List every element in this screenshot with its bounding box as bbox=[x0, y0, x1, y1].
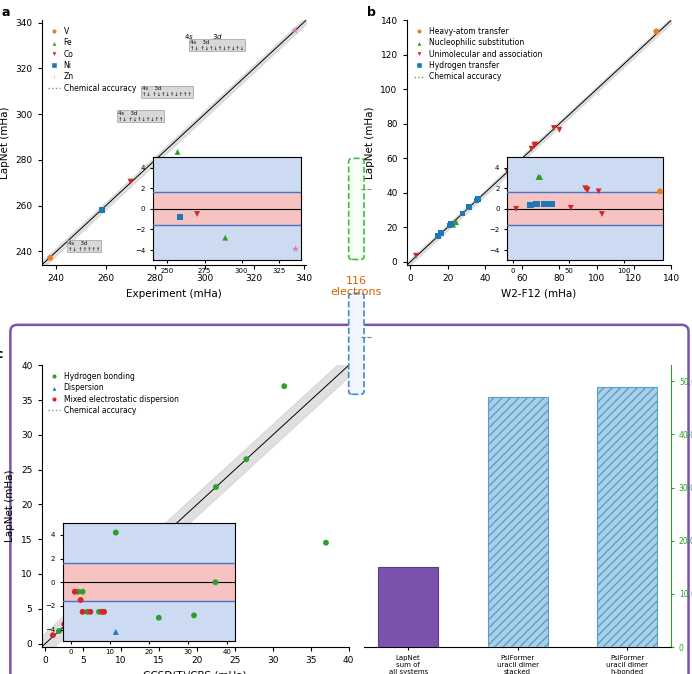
Point bbox=[526, 144, 537, 154]
Point bbox=[289, 25, 300, 36]
Legend: Hydrogen bonding, Dispersion, Mixed electrostatic dispersion, Chemical accuracy: Hydrogen bonding, Dispersion, Mixed elec… bbox=[46, 369, 181, 418]
Point bbox=[45, 253, 56, 264]
Point bbox=[127, 558, 138, 569]
Text: $4s$         $3d$: $4s$ $3d$ bbox=[184, 32, 224, 42]
Legend: V, Fe, Co, Ni, Zn, Chemical accuracy: V, Fe, Co, Ni, Zn, Chemical accuracy bbox=[46, 24, 139, 96]
Point bbox=[502, 166, 513, 177]
Y-axis label: LapNet (mHa): LapNet (mHa) bbox=[365, 106, 375, 179]
Text: 4s    3d
↑↓ ↑↓↑↓↑↓↑↑: 4s 3d ↑↓ ↑↓↑↓↑↓↑↑ bbox=[118, 111, 163, 122]
Point bbox=[104, 576, 116, 586]
Point bbox=[435, 228, 446, 239]
Text: 4s    3d
↑↓ ↑↑↑↑↑: 4s 3d ↑↓ ↑↑↑↑↑ bbox=[68, 241, 100, 251]
Point bbox=[279, 381, 290, 392]
X-axis label: CCSD(T)/CBS (mHa): CCSD(T)/CBS (mHa) bbox=[143, 671, 247, 674]
Point bbox=[127, 558, 138, 569]
Text: 116
electrons: 116 electrons bbox=[331, 276, 382, 297]
X-axis label: Experiment (mHa): Experiment (mHa) bbox=[126, 288, 221, 299]
Point bbox=[97, 205, 108, 216]
Point bbox=[444, 220, 455, 231]
Point bbox=[529, 140, 540, 151]
Text: 4s    3d
↑↓ ↑↓↑↓↑↓↑↑↑: 4s 3d ↑↓ ↑↓↑↓↑↓↑↑↑ bbox=[142, 86, 192, 97]
Point bbox=[53, 625, 64, 636]
Point bbox=[172, 146, 183, 157]
Point bbox=[548, 123, 559, 133]
Point bbox=[62, 616, 73, 627]
Point bbox=[448, 219, 459, 230]
Point bbox=[47, 630, 58, 640]
Bar bbox=[488, 397, 548, 647]
Point bbox=[473, 193, 484, 204]
Point bbox=[62, 616, 73, 627]
Point bbox=[78, 600, 89, 611]
Point bbox=[446, 218, 457, 229]
Text: 4s    3d
↑↓ ↑↓↑↓↑↓↑↓↑↓: 4s 3d ↑↓ ↑↓↑↓↑↓↑↓↑↓ bbox=[190, 40, 244, 51]
Point bbox=[100, 579, 111, 590]
X-axis label: W2-F12 (mHa): W2-F12 (mHa) bbox=[501, 288, 576, 299]
Point bbox=[432, 231, 444, 241]
Bar bbox=[378, 568, 438, 647]
Point bbox=[210, 482, 221, 493]
Point bbox=[410, 250, 421, 261]
Point bbox=[504, 166, 516, 177]
Point bbox=[457, 208, 468, 219]
Text: b: b bbox=[367, 5, 376, 18]
Point bbox=[125, 176, 136, 187]
Point bbox=[650, 26, 662, 37]
Point bbox=[554, 125, 565, 135]
Point bbox=[94, 587, 105, 598]
Point bbox=[72, 609, 83, 619]
Text: c: c bbox=[0, 348, 3, 361]
Point bbox=[471, 195, 482, 206]
Point bbox=[59, 619, 70, 630]
Legend: Heavy-atom transfer, Nucleophilic substitution, Unimolecular and association, Hy: Heavy-atom transfer, Nucleophilic substi… bbox=[410, 24, 545, 84]
Bar bbox=[597, 387, 657, 647]
Text: a: a bbox=[2, 5, 10, 18]
Point bbox=[529, 139, 540, 150]
Y-axis label: LapNet (mHa): LapNet (mHa) bbox=[6, 470, 15, 543]
Point bbox=[241, 454, 252, 464]
Point bbox=[320, 537, 331, 548]
Y-axis label: LapNet (mHa): LapNet (mHa) bbox=[0, 106, 10, 179]
Point bbox=[450, 216, 462, 227]
Point bbox=[464, 202, 475, 213]
